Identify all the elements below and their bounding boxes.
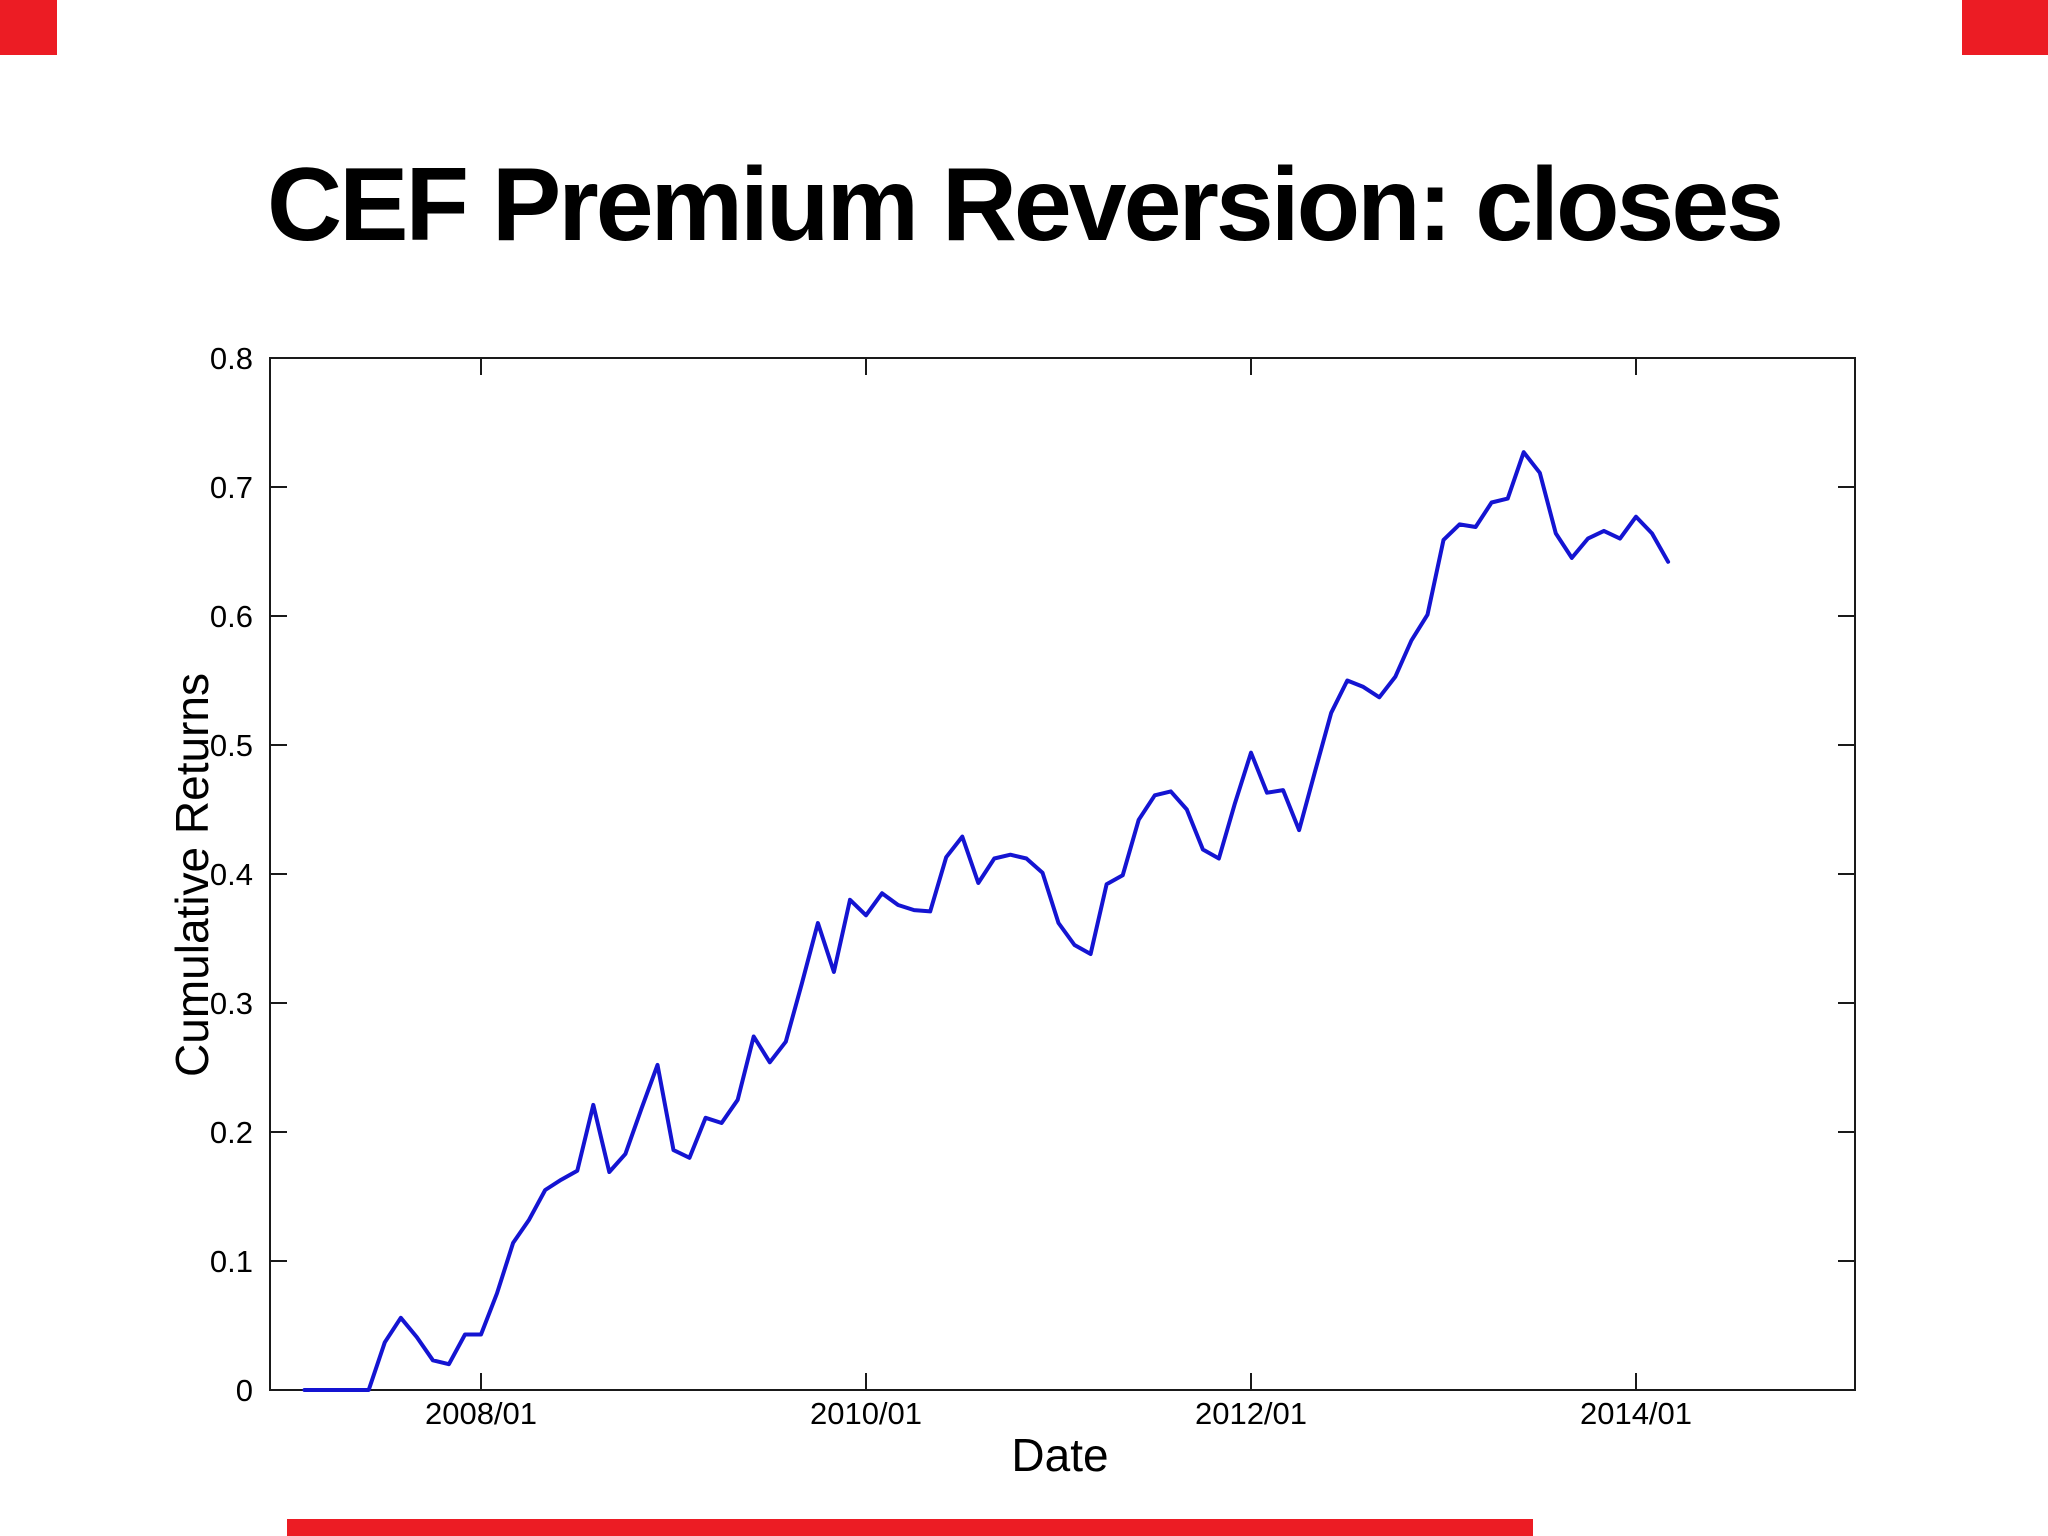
x-tick-label: 2014/01 xyxy=(1580,1396,1692,1431)
y-tick-label: 0.8 xyxy=(210,341,253,376)
x-axis-label: Date xyxy=(1011,1429,1109,1481)
slide-title: CEF Premium Reversion: closes xyxy=(266,147,1784,263)
y-tick-label: 0.1 xyxy=(210,1244,253,1279)
x-tick-label: 2010/01 xyxy=(810,1396,922,1431)
y-tick-label: 0.5 xyxy=(210,728,253,763)
red-accent-bottom-bar xyxy=(287,1519,1533,1536)
y-tick-label: 0.4 xyxy=(210,857,253,892)
y-tick-label: 0 xyxy=(236,1373,253,1408)
plot-box xyxy=(269,357,1856,1391)
y-axis-label: Cumulative Returns xyxy=(166,673,218,1077)
y-tick-label: 0.6 xyxy=(210,599,253,634)
y-tick-label: 0.3 xyxy=(210,986,253,1021)
x-tick-label: 2008/01 xyxy=(425,1396,537,1431)
series-line xyxy=(302,450,1671,1392)
x-tick-label: 2012/01 xyxy=(1195,1396,1307,1431)
y-tick-label: 0.2 xyxy=(210,1115,253,1150)
red-accent-top-right xyxy=(1962,0,2048,55)
red-accent-top-left xyxy=(0,0,57,55)
y-tick-label: 0.7 xyxy=(210,470,253,505)
